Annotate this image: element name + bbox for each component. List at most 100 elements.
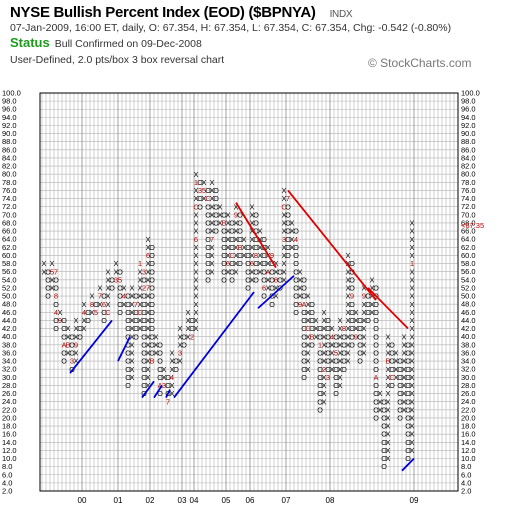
month-marker: 9 — [298, 300, 302, 309]
y-tick-label-right: 30.0 — [461, 373, 476, 382]
y-tick-label-left: 40.0 — [2, 332, 17, 341]
y-tick-label-right: 54.0 — [461, 275, 476, 284]
y-tick-label-left: 68.0 — [2, 218, 17, 227]
y-tick-label-right: 90.0 — [461, 129, 476, 138]
x-box: X — [306, 365, 311, 374]
x-box: X — [362, 340, 367, 349]
o-box: O — [141, 332, 147, 341]
o-box: O — [293, 227, 299, 236]
y-tick-label-right: 8.0 — [461, 462, 471, 471]
x-box: X — [146, 243, 151, 252]
x-box: X — [146, 365, 151, 374]
x-box: X — [106, 300, 111, 309]
o-box: O — [69, 332, 75, 341]
y-tick-label-right: 24.0 — [461, 397, 476, 406]
o-box: O — [253, 267, 259, 276]
month-marker: B — [238, 243, 243, 252]
x-tick-label: 05 — [222, 496, 231, 505]
month-marker: 9 — [58, 316, 62, 325]
y-tick-label-right: 56.0 — [461, 267, 476, 276]
o-box: O — [309, 340, 315, 349]
x-box: X — [410, 365, 415, 374]
o-box: O — [261, 251, 267, 260]
x-box: X — [178, 332, 183, 341]
month-marker: A — [302, 300, 307, 309]
o-box: O — [397, 381, 403, 390]
status-line: Status Bull Confirmed on 09-Dec-2008 — [10, 35, 202, 50]
o-box: O — [365, 292, 371, 301]
x-box: X — [258, 259, 263, 268]
o-box: O — [381, 446, 387, 455]
x-box: X — [322, 324, 327, 333]
o-box: O — [405, 373, 411, 382]
o-box: O — [149, 316, 155, 325]
x-box: X — [370, 275, 375, 284]
y-tick-label-right: 42.0 — [461, 324, 476, 333]
x-box: X — [338, 340, 343, 349]
x-box: X — [194, 210, 199, 219]
x-box: X — [322, 373, 327, 382]
o-box: O — [133, 292, 139, 301]
x-box: X — [186, 316, 191, 325]
x-tick-label: 00 — [78, 496, 87, 505]
o-box: O — [373, 316, 379, 325]
y-tick-label-right: 4.0 — [461, 478, 471, 487]
x-box: X — [146, 275, 151, 284]
x-box: X — [146, 259, 151, 268]
month-marker: 8 — [54, 292, 58, 301]
month-marker: 4 — [54, 308, 58, 317]
o-box: O — [293, 259, 299, 268]
y-tick-label-right: 88.0 — [461, 137, 476, 146]
o-box: O — [237, 219, 243, 228]
y-tick-label-right: 22.0 — [461, 405, 476, 414]
o-box: O — [213, 202, 219, 211]
x-box: X — [402, 381, 407, 390]
o-box: O — [213, 186, 219, 195]
o-box: O — [389, 340, 395, 349]
o-box: O — [109, 275, 115, 284]
month-marker: 2 — [322, 365, 326, 374]
o-box: O — [53, 300, 59, 309]
x-box: X — [178, 324, 183, 333]
month-marker: 5 — [118, 275, 122, 284]
o-box: O — [357, 340, 363, 349]
o-box: O — [61, 316, 67, 325]
o-box: O — [141, 308, 147, 317]
x-box: X — [322, 389, 327, 398]
x-box: X — [146, 267, 151, 276]
o-box: O — [117, 300, 123, 309]
x-box: X — [146, 316, 151, 325]
month-marker: 3 — [114, 275, 118, 284]
o-box: O — [221, 227, 227, 236]
x-box: X — [274, 259, 279, 268]
o-box: O — [229, 259, 235, 268]
x-box: X — [322, 332, 327, 341]
support-trend-line — [257, 275, 295, 309]
o-box: O — [229, 219, 235, 228]
o-box: O — [157, 357, 163, 366]
support-trend-line — [117, 336, 131, 362]
x-box: X — [346, 259, 351, 268]
month-marker: 5 — [202, 186, 206, 195]
x-box: X — [50, 275, 55, 284]
status-label: Status — [10, 35, 50, 50]
x-box: X — [250, 227, 255, 236]
x-box: X — [194, 316, 199, 325]
x-box: X — [170, 349, 175, 358]
x-box: X — [362, 332, 367, 341]
x-box: X — [130, 332, 135, 341]
x-box: X — [410, 446, 415, 455]
o-box: O — [269, 259, 275, 268]
x-box: X — [138, 275, 143, 284]
month-marker: B — [310, 332, 315, 341]
o-box: O — [381, 454, 387, 463]
x-box: X — [210, 194, 215, 203]
x-box: X — [218, 202, 223, 211]
month-marker: 6 — [226, 259, 230, 268]
o-box: O — [381, 462, 387, 471]
o-box: O — [45, 284, 51, 293]
x-box: X — [410, 349, 415, 358]
x-box: X — [322, 381, 327, 390]
y-tick-label-right: 98.0 — [461, 97, 476, 106]
x-box: X — [410, 267, 415, 276]
